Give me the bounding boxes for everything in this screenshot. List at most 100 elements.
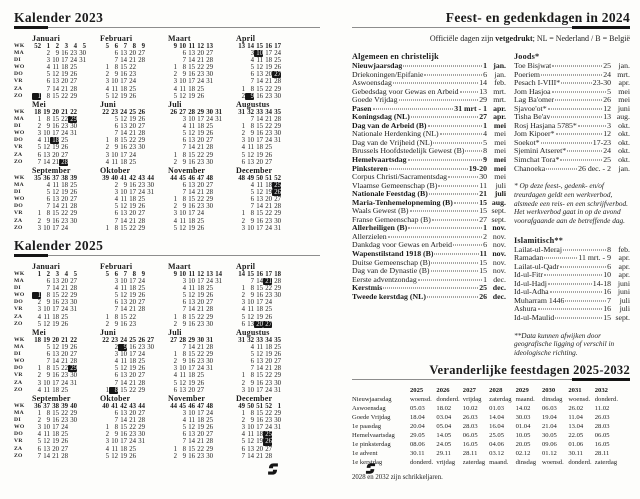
day-cell: 1	[241, 372, 245, 380]
day-cell: 30	[206, 320, 213, 328]
day-cell: 16	[120, 431, 127, 439]
day-cell: 14	[120, 57, 127, 65]
week-number: 52	[274, 175, 281, 182]
day-cell: 15	[120, 313, 127, 321]
holiday-day: 12	[603, 129, 611, 139]
day-cell	[100, 116, 109, 123]
day-cell: 9	[182, 71, 186, 79]
islamic-footnote: **Data kunnen afwijken door geografische…	[514, 330, 615, 357]
holiday-day: 6	[607, 261, 611, 271]
feast-date: donderd.	[594, 395, 618, 403]
day-cell: 23	[265, 217, 272, 225]
week-number: 35	[274, 337, 281, 344]
day-row: 1 8 15 22 29	[236, 123, 281, 130]
dotted-leader	[552, 65, 603, 67]
day-cell: 24	[206, 410, 213, 418]
day-cell: 4	[182, 285, 186, 293]
day-cell	[77, 78, 86, 85]
day-cell: 3	[182, 278, 186, 286]
day-cell: 4	[250, 57, 254, 65]
week-number: 27	[179, 109, 186, 116]
jewish-holiday-item: Soekot* 17-23 okt.	[514, 138, 630, 148]
day-row: 7 14 21 28	[32, 203, 77, 210]
month-name: Augustus	[236, 100, 270, 109]
week-number: 13	[206, 43, 213, 50]
day-row: 4 11 18 25	[32, 387, 77, 394]
day-cell: 17	[197, 116, 204, 124]
day-cell: 16	[129, 344, 136, 352]
day-cell: 19	[129, 116, 136, 124]
day-cell: 16	[188, 71, 195, 79]
day-cell: 4	[173, 372, 177, 380]
holiday-month: mei	[494, 172, 506, 182]
day-cell	[236, 78, 245, 85]
day-cell: 20	[265, 196, 272, 204]
day-cell: 15	[52, 292, 59, 300]
day-cell	[100, 417, 109, 424]
day-cell	[32, 71, 41, 78]
general-holiday-item: Dag van de Arbeid (B) 1 mei	[352, 121, 506, 131]
day-cell: 3	[37, 379, 41, 387]
day-cell: 1	[173, 151, 177, 159]
day-cell: 22	[129, 386, 136, 394]
day-cell: 9	[123, 182, 127, 190]
month-block: Februari 5 6 7 8 9 3 10 17 24 4 11 18 25 5 12 19 26 6 13 20 2…	[100, 262, 145, 328]
feast-date: 10.02	[462, 404, 478, 412]
day-cell: 25	[129, 158, 136, 166]
week-number: 45	[179, 175, 186, 182]
legend-line: Officiële dagen zijn vetgedrukt; NL = Ne…	[352, 34, 630, 43]
feast-date: 30.11	[410, 449, 425, 457]
islamic-holiday-item: Id-ul-Adha 16 juni	[514, 288, 630, 297]
week-number: 27	[170, 337, 177, 344]
day-cell	[213, 321, 222, 328]
holiday-month: juli	[494, 189, 506, 199]
day-cell: 16	[120, 320, 127, 328]
day-row: 6 13 20 27	[100, 410, 145, 417]
day-row: 5 12 19 26	[168, 380, 213, 387]
day-cell: 2	[37, 123, 41, 131]
day-cell: 18	[120, 85, 127, 93]
day-cell: 6	[182, 50, 186, 58]
day-cell: 19	[61, 344, 68, 352]
day-cell	[100, 380, 109, 387]
week-number-row: 31 32 33 34 35	[236, 109, 281, 116]
weekday-label: WK	[14, 175, 25, 181]
day-cell: 7	[182, 344, 186, 352]
rule-thin	[14, 255, 320, 256]
day-cell: 22	[129, 424, 136, 432]
day-row: 5 12 19 26	[168, 130, 222, 137]
day-cell: 3	[105, 151, 109, 159]
holiday-day: 1	[483, 223, 487, 233]
year-header: 2029	[515, 386, 529, 394]
legend-pre: Officiële dagen zijn	[429, 34, 496, 43]
feast-date: 28.03	[594, 422, 610, 430]
holiday-name: Id-ul-Maulid	[514, 314, 555, 322]
day-row: 1 8 15 22 29	[100, 386, 154, 394]
day-row: 2 9 16 23 30	[100, 144, 145, 151]
feast-date: 18.02	[436, 404, 452, 412]
day-cell: 3	[173, 365, 177, 373]
day-row: 2 9 16 23 30	[100, 344, 154, 352]
holiday-name: Toe Bisjwat	[514, 62, 552, 70]
day-cell: 30	[138, 144, 145, 152]
day-cell	[100, 285, 109, 292]
day-cell: 22	[61, 365, 68, 373]
week-number: 18	[34, 109, 41, 116]
day-cell: 12	[43, 438, 50, 446]
month-block: September 36 37 38 39 40 1 8 15 22 29 2 9 16 23 30 3 10 17…	[32, 394, 77, 460]
holiday-month: nov.	[492, 257, 506, 267]
day-cell: 18	[265, 57, 272, 65]
day-cell: 13	[120, 210, 127, 218]
day-cell: 21	[197, 144, 204, 152]
day-row: 2 9 16 23 30	[236, 417, 281, 424]
holiday-day-cell: 1	[32, 92, 41, 100]
holiday-month: nov.	[492, 266, 506, 276]
day-cell: 8	[250, 85, 254, 93]
day-cell: 23	[265, 92, 272, 100]
day-cell	[77, 93, 86, 100]
holiday-name: Maria-Tenhemelopneming (B)	[352, 198, 453, 207]
week-number: 2	[55, 43, 59, 50]
week-number: 50	[256, 175, 263, 182]
day-cell: 9	[114, 320, 118, 328]
day-cell: 27	[138, 50, 145, 58]
